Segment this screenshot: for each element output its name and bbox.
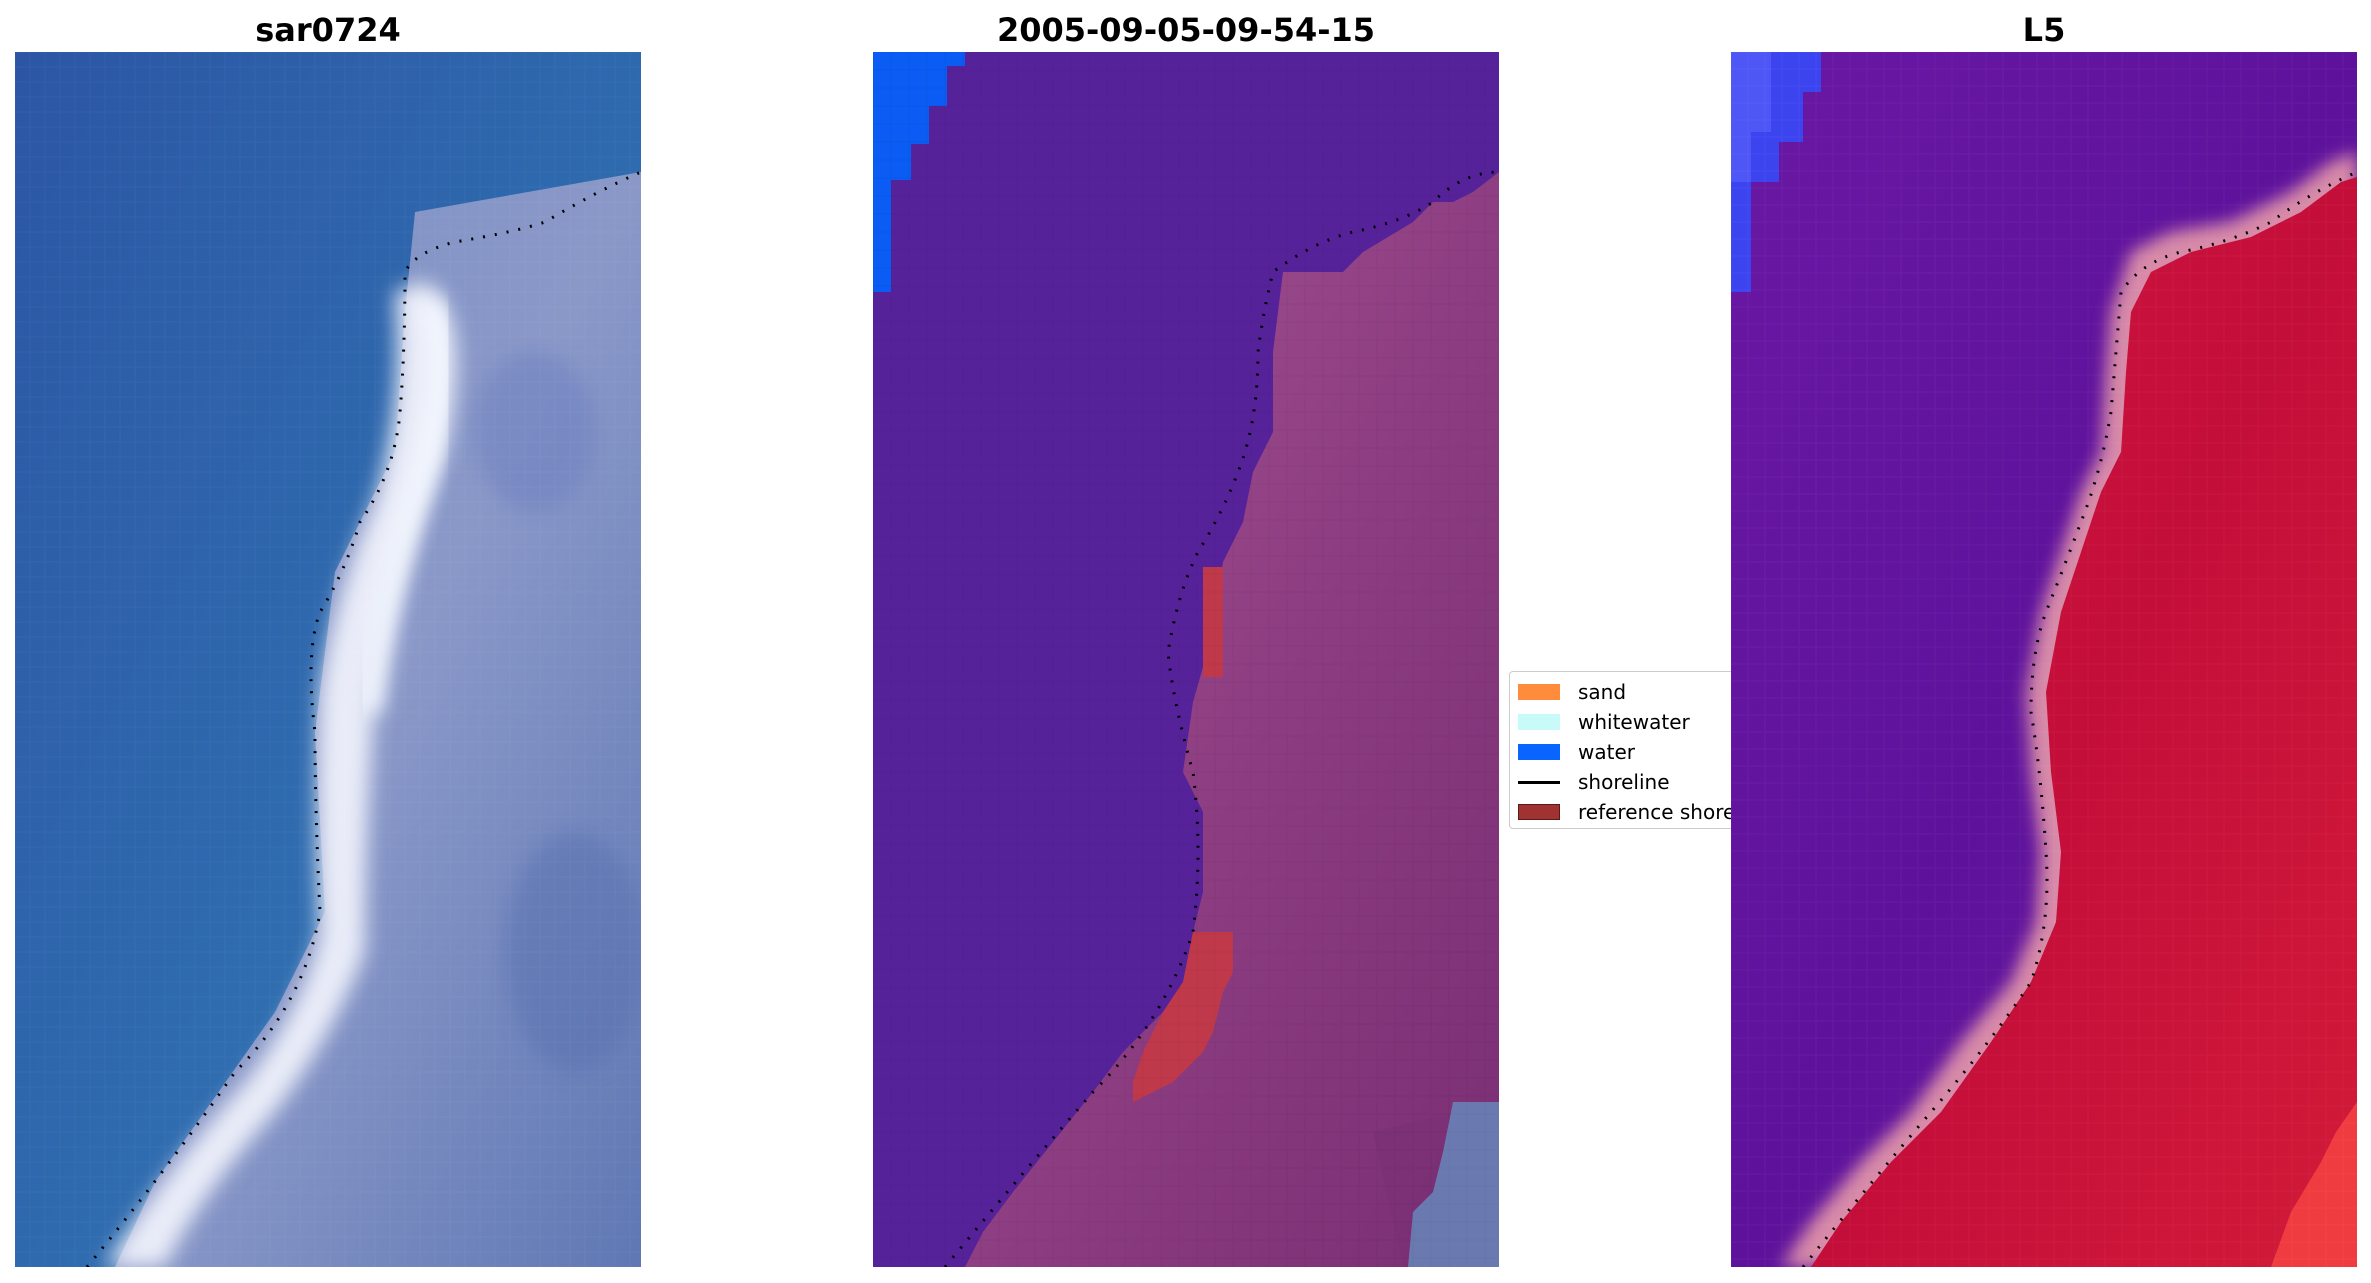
legend-label-sand: sand [1578,680,1627,704]
legend-item-whitewater: whitewater [1518,710,1690,734]
legend-label-whitewater: whitewater [1578,710,1690,734]
legend-item-water: water [1518,740,1635,764]
legend-swatch-sand [1518,684,1560,700]
shoreline-trace [85,170,641,1267]
classification-panel [873,52,1499,1267]
legend-label-reference-shore: reference shore [1578,800,1736,824]
legend-swatch-water [1518,744,1560,760]
legend-line-shoreline [1518,780,1560,784]
legend-swatch-reference-shore [1518,804,1560,820]
index-image [1731,52,2357,1267]
rgb-image [15,52,641,1267]
legend-label-water: water [1578,740,1635,764]
panel-title-rgb: sar0724 [255,11,401,49]
index-panel [1731,52,2357,1267]
panel-title-classification: 2005-09-05-09-54-15 [996,11,1376,49]
legend-label-shoreline: shoreline [1578,770,1670,794]
legend-swatch-whitewater [1518,714,1560,730]
panel-title-index: L5 [2022,11,2066,49]
rgb-image-panel [15,52,641,1267]
legend-item-reference-shore: reference shore [1518,800,1735,824]
legend-item-sand: sand [1518,680,1626,704]
legend-item-shoreline: shoreline [1518,770,1670,794]
legend: sand whitewater water shoreline referenc… [1509,671,1749,829]
classification-image [873,52,1499,1267]
